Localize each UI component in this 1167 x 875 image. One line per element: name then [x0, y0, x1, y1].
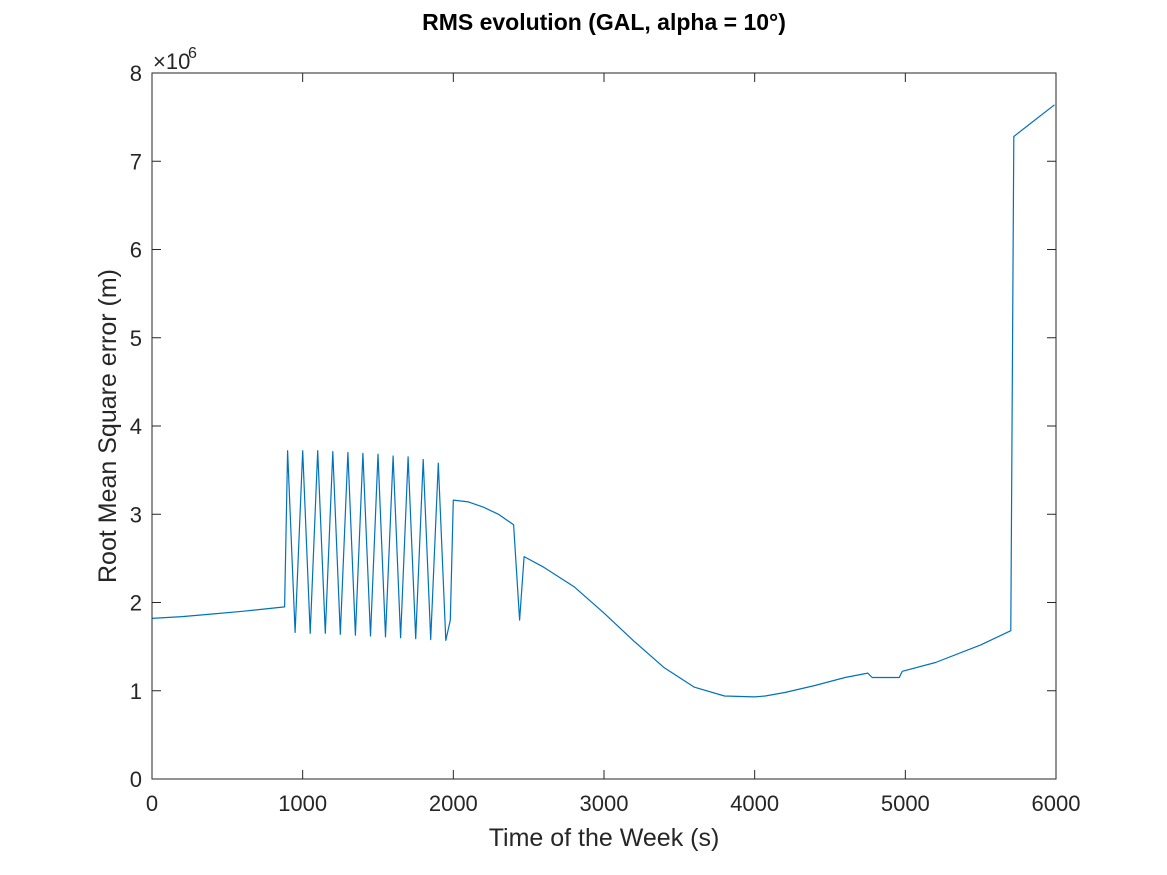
x-tick-label: 3000 [580, 791, 629, 816]
y-tick-label: 6 [130, 238, 142, 263]
y-tick-label: 5 [130, 326, 142, 351]
y-tick-label: 0 [130, 767, 142, 792]
x-tick-label: 1000 [278, 791, 327, 816]
x-tick-label: 2000 [429, 791, 478, 816]
x-axis-ticks: 0 1000 2000 3000 4000 5000 6000 [146, 73, 1081, 816]
y-axis-multiplier: ×10 [153, 49, 190, 74]
x-tick-label: 5000 [881, 791, 930, 816]
y-axis-ticks: 0 1 2 3 4 5 6 7 8 [130, 61, 1056, 792]
x-tick-label: 0 [146, 791, 158, 816]
rms-series-line [151, 104, 1055, 698]
y-tick-label: 8 [130, 61, 142, 86]
y-tick-label: 4 [130, 414, 142, 439]
x-axis-label: Time of the Week (s) [489, 824, 720, 852]
y-tick-label: 2 [130, 591, 142, 616]
chart-title: RMS evolution (GAL, alpha = 10°) [422, 9, 786, 35]
y-tick-label: 3 [130, 502, 142, 527]
y-tick-label: 7 [130, 149, 142, 174]
y-tick-label: 1 [130, 679, 142, 704]
axes-box [151, 72, 1057, 780]
y-axis-multiplier-exponent: 6 [188, 45, 197, 62]
y-axis-label: Root Mean Square error (m) [94, 269, 122, 583]
x-tick-label: 4000 [730, 791, 779, 816]
x-tick-label: 6000 [1032, 791, 1081, 816]
